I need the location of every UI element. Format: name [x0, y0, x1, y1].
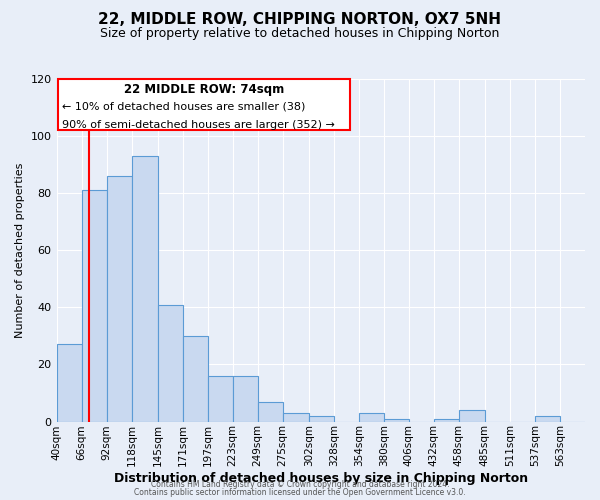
Text: Size of property relative to detached houses in Chipping Norton: Size of property relative to detached ho…: [100, 28, 500, 40]
Text: Contains public sector information licensed under the Open Government Licence v3: Contains public sector information licen…: [134, 488, 466, 497]
Bar: [359, 413, 384, 422]
Bar: [384, 418, 409, 422]
Text: 22, MIDDLE ROW, CHIPPING NORTON, OX7 5NH: 22, MIDDLE ROW, CHIPPING NORTON, OX7 5NH: [98, 12, 502, 28]
X-axis label: Distribution of detached houses by size in Chipping Norton: Distribution of detached houses by size …: [114, 472, 528, 485]
Bar: [283, 413, 309, 422]
Y-axis label: Number of detached properties: Number of detached properties: [15, 162, 25, 338]
Text: 22 MIDDLE ROW: 74sqm: 22 MIDDLE ROW: 74sqm: [124, 84, 284, 96]
FancyBboxPatch shape: [58, 79, 350, 130]
Bar: [107, 176, 131, 422]
Bar: [309, 416, 334, 422]
Text: 90% of semi-detached houses are larger (352) →: 90% of semi-detached houses are larger (…: [62, 120, 335, 130]
Bar: [82, 190, 107, 422]
Bar: [459, 410, 485, 422]
Bar: [535, 416, 560, 422]
Text: Contains HM Land Registry data © Crown copyright and database right 2024.: Contains HM Land Registry data © Crown c…: [151, 480, 449, 489]
Bar: [208, 376, 233, 422]
Bar: [158, 304, 182, 422]
Bar: [182, 336, 208, 422]
Bar: [131, 156, 158, 421]
Text: ← 10% of detached houses are smaller (38): ← 10% of detached houses are smaller (38…: [62, 102, 305, 112]
Bar: [258, 402, 283, 421]
Bar: [434, 418, 459, 422]
Bar: [233, 376, 258, 422]
Bar: [56, 344, 82, 422]
